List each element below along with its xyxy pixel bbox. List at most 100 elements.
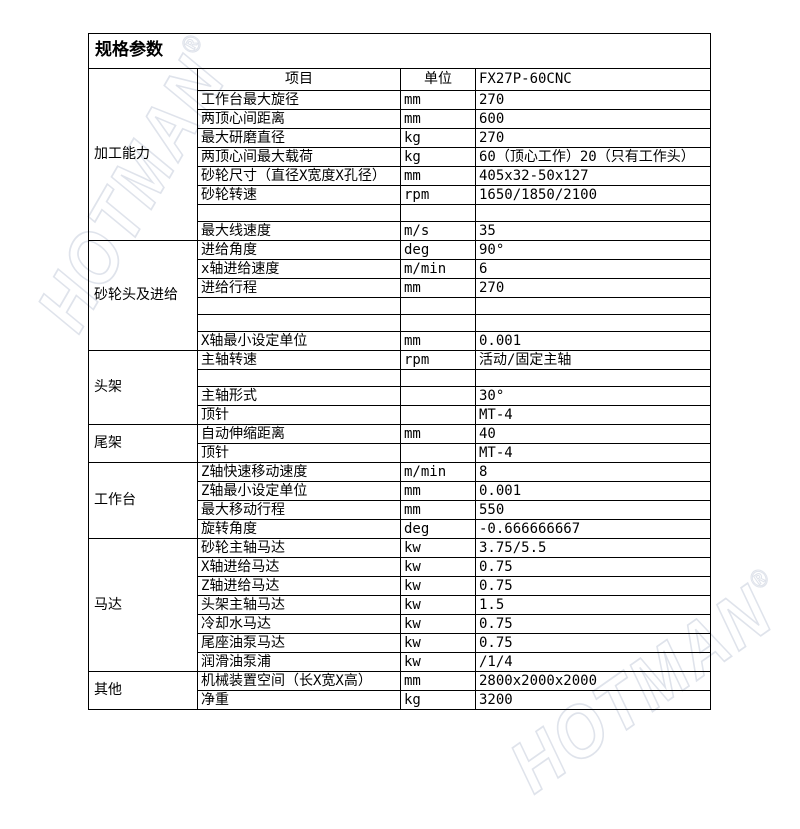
- item-cell: x轴进给速度: [197, 259, 401, 279]
- item-cell: Z轴进给马达: [197, 576, 401, 596]
- unit-cell: mm: [400, 331, 476, 351]
- unit-cell: kw: [400, 652, 476, 672]
- unit-cell: mm: [400, 166, 476, 186]
- unit-cell: mm: [400, 500, 476, 520]
- value-cell: 550: [475, 500, 711, 520]
- value-cell: 60（顶心工作）20（只有工作头）: [475, 147, 711, 167]
- table-row: [89, 204, 711, 222]
- table-row: 冷却水马达 kw 0.75: [89, 614, 711, 634]
- registered-mark-icon: ®: [744, 560, 777, 596]
- value-cell: 1.5: [475, 595, 711, 615]
- unit-cell: kw: [400, 633, 476, 653]
- unit-cell: mm: [400, 109, 476, 129]
- value-cell: 0.75: [475, 576, 711, 596]
- value-cell: MT-4: [475, 405, 711, 425]
- item-cell: [197, 204, 401, 222]
- item-cell: 砂轮尺寸（直径X宽度X孔径）: [197, 166, 401, 186]
- unit-cell: kw: [400, 538, 476, 558]
- value-cell: 1650/1850/2100: [475, 185, 711, 205]
- spec-table-body: 规格参数 加工能力 项目 单位 FX27P-60CNC 工作台最大旋径 mm 270…: [88, 33, 711, 710]
- unit-cell: kw: [400, 614, 476, 634]
- category-cell: 其他: [88, 671, 198, 710]
- item-cell: 主轴转速: [197, 350, 401, 370]
- item-cell: 尾座油泵马达: [197, 633, 401, 653]
- item-cell: 净重: [197, 690, 401, 710]
- value-cell: 0.75: [475, 633, 711, 653]
- item-cell: 最大移动行程: [197, 500, 401, 520]
- category-cell: 砂轮头及进给: [88, 240, 198, 351]
- table-row: [89, 369, 711, 387]
- value-cell: 30°: [475, 386, 711, 406]
- value-cell: /1/4: [475, 652, 711, 672]
- table-row: 其他 机械装置空间（长X宽X高） mm 2800x2000x2000: [88, 671, 711, 710]
- value-cell: 2800x2000x2000: [475, 671, 711, 691]
- unit-cell: [400, 314, 476, 332]
- value-cell: 270: [475, 128, 711, 148]
- category-cell: 马达: [88, 538, 198, 672]
- value-cell: [475, 314, 711, 332]
- unit-cell: rpm: [400, 185, 476, 205]
- item-cell: 头架主轴马达: [197, 595, 401, 615]
- value-cell: 270: [475, 90, 711, 110]
- table-row: 最大移动行程 mm 550: [89, 500, 711, 520]
- value-cell: 6: [475, 259, 711, 279]
- table-row: 砂轮尺寸（直径X宽度X孔径） mm 405x32-50x127: [89, 166, 711, 186]
- table-row: 净重 kg 3200: [89, 690, 711, 710]
- unit-cell: deg: [400, 519, 476, 539]
- spec-table: 规格参数 加工能力 项目 单位 FX27P-60CNC 工作台最大旋径 mm 270…: [88, 33, 711, 710]
- value-cell: 0.001: [475, 481, 711, 501]
- table-row: 砂轮头及进给 进给角度 deg 90°: [88, 240, 711, 351]
- table-row: 润滑油泵浦 kw/1/4: [89, 652, 711, 672]
- category-cell: 加工能力: [88, 68, 198, 241]
- unit-cell: kw: [400, 595, 476, 615]
- value-cell: 270: [475, 278, 711, 298]
- value-cell: 0.75: [475, 557, 711, 577]
- unit-cell: m/s: [400, 221, 476, 241]
- value-cell: 3.75/5.5: [475, 538, 711, 558]
- item-cell: 自动伸缩距离: [197, 424, 401, 444]
- item-cell: X轴最小设定单位: [197, 331, 401, 351]
- item-cell: 工作台最大旋径: [197, 90, 401, 110]
- unit-cell: m/min: [400, 462, 476, 482]
- item-cell: 主轴形式: [197, 386, 401, 406]
- value-cell: 0.001: [475, 331, 711, 351]
- category-cell: 头架: [88, 350, 198, 425]
- table-row: 进给行程 mm 270: [89, 278, 711, 298]
- item-cell: 润滑油泵浦: [197, 652, 401, 672]
- unit-cell: deg: [400, 240, 476, 260]
- unit-cell: mm: [400, 424, 476, 444]
- unit-cell: [400, 405, 476, 425]
- table-row: 两顶心间最大载荷 kg 60（顶心工作）20（只有工作头）: [89, 147, 711, 167]
- item-cell: Z轴最小设定单位: [197, 481, 401, 501]
- column-header-item: 项目: [197, 68, 401, 91]
- table-row: 工作台 Z轴快速移动速度 m/min 8: [88, 462, 711, 539]
- unit-cell: kg: [400, 147, 476, 167]
- unit-cell: kg: [400, 690, 476, 710]
- table-row: 马达 砂轮主轴马达 kw 3.75/5.5: [88, 538, 711, 672]
- unit-cell: mm: [400, 671, 476, 691]
- value-cell: [475, 204, 711, 222]
- unit-cell: m/min: [400, 259, 476, 279]
- item-cell: [197, 314, 401, 332]
- table-row: 砂轮转速 rpm 1650/1850/2100: [89, 185, 711, 205]
- item-cell: 最大线速度: [197, 221, 401, 241]
- value-cell: 0.75: [475, 614, 711, 634]
- item-cell: [197, 297, 401, 315]
- unit-cell: [400, 443, 476, 463]
- item-cell: Z轴快速移动速度: [197, 462, 401, 482]
- value-cell: 35: [475, 221, 711, 241]
- item-cell: 进给角度: [197, 240, 401, 260]
- value-cell: [475, 369, 711, 387]
- value-cell: [475, 297, 711, 315]
- item-cell: X轴进给马达: [197, 557, 401, 577]
- value-cell: MT-4: [475, 443, 711, 463]
- unit-cell: kw: [400, 576, 476, 596]
- item-cell: 旋转角度: [197, 519, 401, 539]
- value-cell: 40: [475, 424, 711, 444]
- value-cell: -0.666666667: [475, 519, 711, 539]
- column-header-unit: 单位: [400, 68, 476, 91]
- table-row: 尾架 自动伸缩距离 mm 40: [88, 424, 711, 463]
- value-cell: 活动/固定主轴: [475, 350, 711, 370]
- table-row: x轴进给速度 m/min 6: [89, 259, 711, 279]
- table-row: 头架 主轴转速 rpm 活动/固定主轴: [88, 350, 711, 425]
